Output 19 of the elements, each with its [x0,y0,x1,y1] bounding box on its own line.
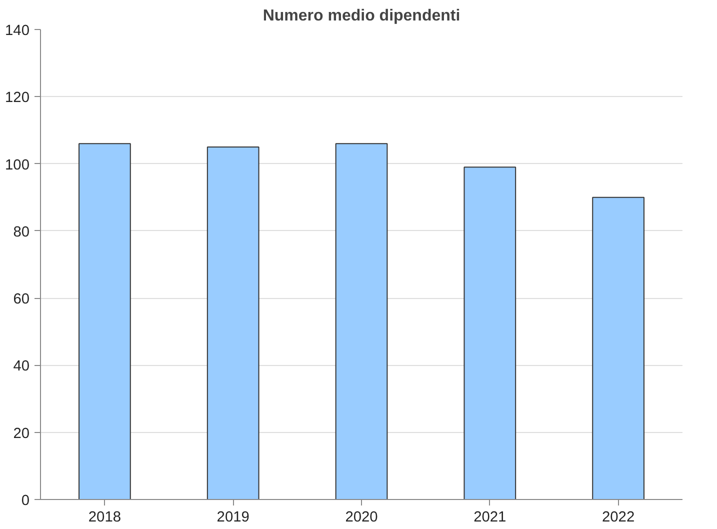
x-tick-label: 2018 [88,510,122,526]
y-tick-label: 80 [13,224,30,240]
y-tick-label: 100 [5,157,30,174]
bar [464,166,516,500]
bar [78,143,131,500]
y-tick-label: 40 [13,358,30,375]
y-tick-label: 120 [5,90,30,106]
y-tick-label: 140 [5,23,30,39]
y-tick-label: 20 [13,426,30,442]
x-tick-label: 2022 [602,510,635,526]
bar [335,143,388,500]
y-tick-label: 60 [13,292,30,308]
chart-title: Numero medio dipendenti [262,8,460,24]
y-tick-label: 0 [21,493,30,509]
x-tick-label: 2019 [216,510,250,526]
x-tick-label: 2020 [345,510,378,526]
x-tick-label: 2021 [474,510,506,526]
bar [592,196,644,500]
bar [206,146,260,500]
